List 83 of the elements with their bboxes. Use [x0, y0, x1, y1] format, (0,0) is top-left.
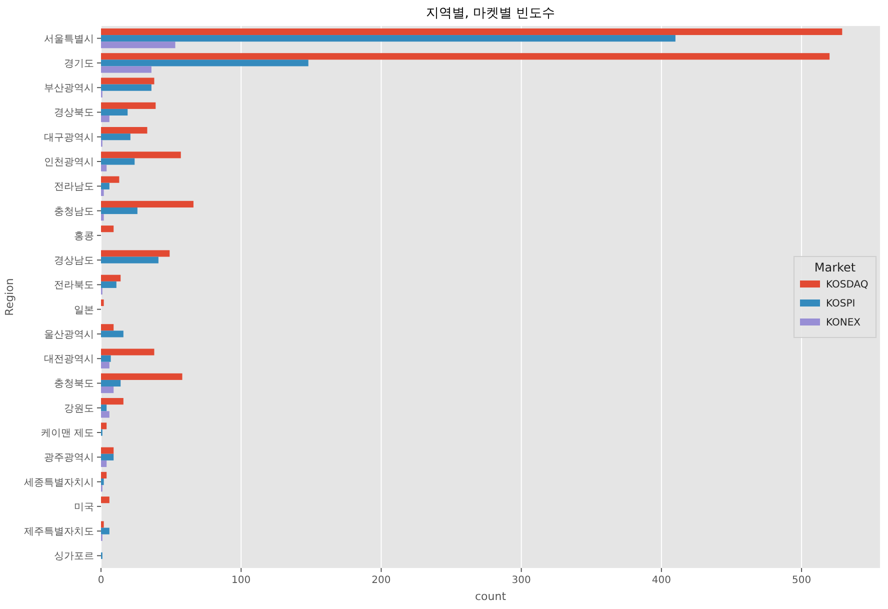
- bar: [101, 472, 107, 478]
- bar: [101, 134, 130, 140]
- bar: [101, 189, 104, 196]
- y-tick-label: 인천광역시: [44, 157, 94, 168]
- bar: [101, 127, 148, 134]
- bar: [101, 521, 104, 528]
- bar: [101, 460, 107, 467]
- bar: [101, 404, 107, 412]
- bar: [101, 496, 110, 504]
- y-tick-label: 전라남도: [54, 182, 94, 193]
- bar: [101, 380, 121, 387]
- bar: [101, 66, 152, 73]
- bar: [101, 299, 104, 306]
- y-axis-title: Region: [3, 278, 16, 316]
- y-tick-label: 강원도: [64, 403, 94, 414]
- legend-label: KOSDAQ: [826, 280, 868, 290]
- bar: [101, 176, 120, 183]
- y-tick-label: 충청북도: [54, 378, 94, 390]
- bar: [101, 226, 114, 232]
- bar: [101, 108, 128, 116]
- y-tick-label: 케이맨 제도: [40, 428, 94, 439]
- bar: [101, 42, 176, 48]
- y-tick-label: 홍콩: [74, 230, 94, 242]
- y-tick-label: 광주광역시: [44, 452, 94, 464]
- bar: [101, 152, 181, 158]
- bar: [101, 373, 182, 380]
- bar: [101, 386, 114, 394]
- bar: [101, 116, 110, 122]
- y-tick-label: 제주특별자치도: [24, 526, 94, 538]
- x-tick-label: 200: [372, 575, 391, 586]
- legend-label: KONEX: [826, 318, 861, 328]
- y-tick-label: 서울특별시: [44, 34, 94, 45]
- y-tick-label: 대전광역시: [44, 354, 94, 366]
- bar: [101, 422, 107, 430]
- y-tick-label: 경기도: [64, 58, 94, 70]
- y-tick-label: 충청남도: [54, 206, 94, 218]
- bar: [101, 35, 676, 42]
- y-tick-label: 전라북도: [54, 280, 94, 292]
- y-tick-label: 부산광역시: [44, 83, 94, 94]
- bar: [101, 200, 194, 208]
- bar: [101, 53, 830, 60]
- bar: [101, 28, 842, 36]
- bar: [101, 102, 156, 109]
- bar: [101, 250, 170, 257]
- chart-title: 지역별, 마켓별 빈도수: [426, 6, 556, 21]
- bar: [101, 478, 104, 486]
- bar: [101, 60, 308, 66]
- bar: [101, 398, 124, 405]
- y-tick-label: 대구광역시: [44, 132, 94, 144]
- bar: [101, 528, 110, 534]
- x-tick-label: 0: [98, 575, 104, 586]
- legend-label: KOSPI: [826, 298, 856, 310]
- bar: [101, 362, 110, 368]
- bar: [101, 330, 124, 338]
- bar: [101, 355, 111, 362]
- bar: [101, 281, 116, 288]
- y-tick-label: 경상남도: [54, 256, 94, 267]
- y-tick-label: 경상북도: [54, 108, 94, 119]
- bar: [101, 78, 154, 84]
- legend-title: Market: [814, 260, 856, 274]
- x-tick-label: 500: [792, 575, 812, 586]
- x-tick-label: 400: [652, 575, 671, 586]
- bar: [101, 454, 114, 460]
- bar: [101, 447, 114, 454]
- bar: [101, 158, 135, 165]
- bar: [101, 182, 110, 190]
- x-tick-label: 300: [512, 575, 531, 586]
- x-axis-title: count: [474, 590, 507, 603]
- y-tick-label: 미국: [74, 502, 94, 513]
- y-tick-label: 일본: [74, 304, 94, 316]
- x-tick-label: 100: [232, 575, 251, 586]
- bar: [101, 411, 110, 418]
- y-tick-label: 울산광역시: [44, 329, 94, 340]
- bar: [101, 214, 104, 221]
- y-tick-label: 싱가포르: [54, 551, 94, 562]
- bar: [101, 348, 154, 356]
- bar: [101, 256, 158, 264]
- bar: [101, 274, 121, 282]
- bar: [101, 164, 107, 172]
- bar: [101, 84, 152, 91]
- y-tick-label: 세종특별자치시: [24, 477, 94, 488]
- bar: [101, 324, 114, 331]
- bar: [101, 207, 138, 214]
